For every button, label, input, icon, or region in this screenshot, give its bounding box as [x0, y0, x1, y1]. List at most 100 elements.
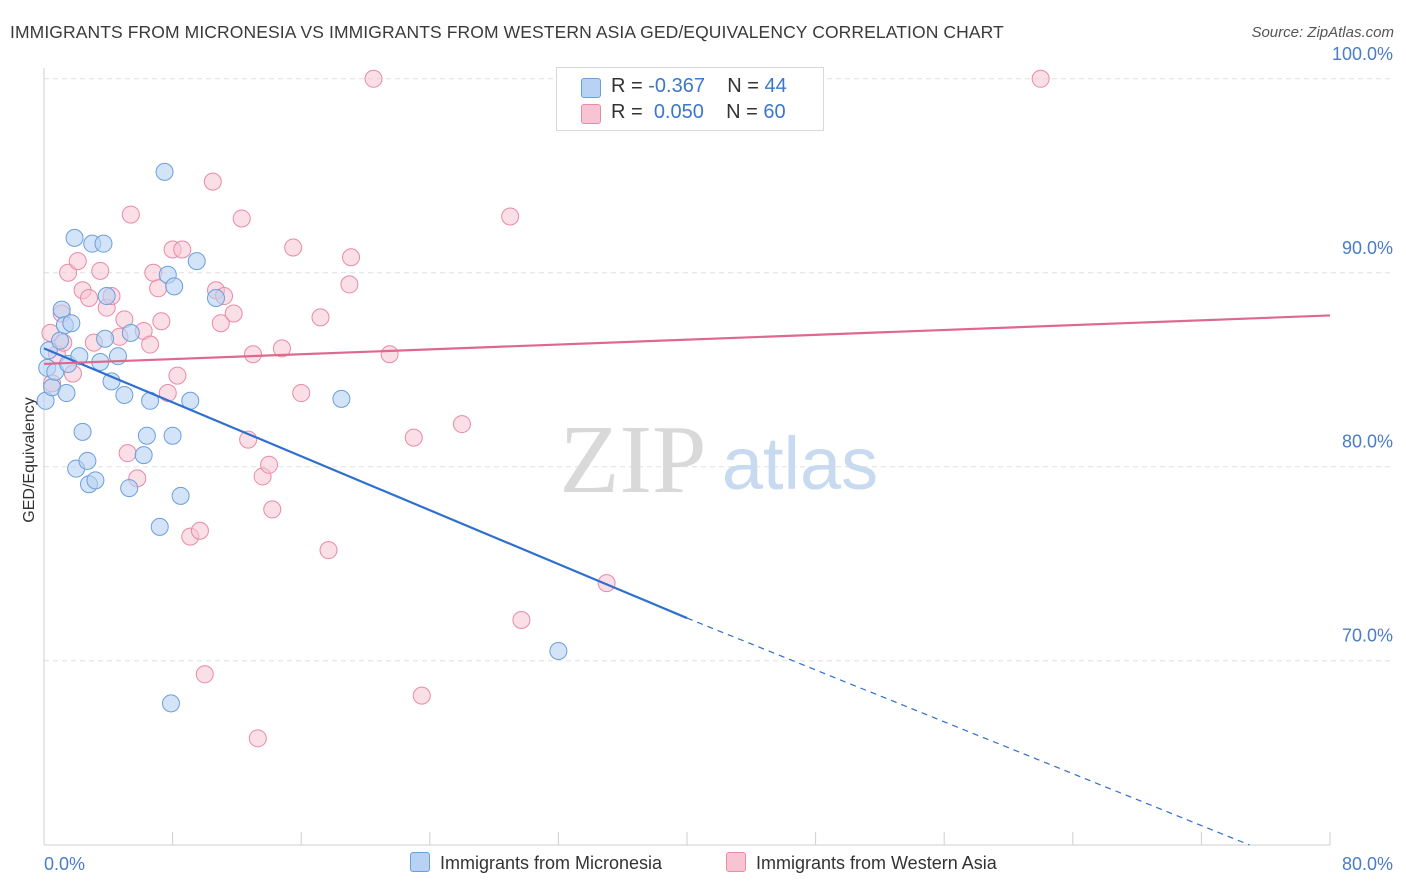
legend-swatch-pink [581, 104, 601, 124]
micronesia-point [163, 426, 182, 445]
legend-swatch-blue [581, 78, 601, 98]
western-asia-point [195, 665, 214, 684]
micronesia-point [65, 228, 84, 247]
western-asia-point [158, 384, 177, 403]
series-legend-micronesia: Immigrants from Micronesia [410, 852, 662, 874]
western-asia-point [404, 428, 423, 447]
western-asia-point [597, 574, 616, 593]
western-asia-point [168, 366, 187, 385]
western-asia-point [452, 415, 471, 434]
western-asia-point [59, 263, 78, 282]
grid-lines [44, 78, 1390, 662]
western-asia-point [284, 238, 303, 257]
western-asia-point [311, 308, 330, 327]
y-tick-labels: 70.0% 80.0% 90.0% 100.0% [1332, 44, 1393, 646]
series-name-micronesia: Immigrants from Micronesia [440, 853, 663, 873]
western-asia-point [190, 521, 209, 540]
legend-r-label: R = [611, 75, 643, 97]
western-asia-point [364, 69, 383, 88]
micronesia-point [96, 329, 115, 348]
micronesia-trend-line [43, 347, 688, 620]
micronesia-trend-extension [686, 617, 1250, 846]
x-tick-label: 80.0% [1342, 854, 1393, 874]
micronesia-point [120, 479, 139, 498]
series-swatch-blue [410, 852, 430, 872]
western-asia-point [243, 345, 262, 364]
western-asia-point [224, 304, 243, 323]
y-tick-label: 70.0% [1342, 626, 1393, 646]
western-asia-point [412, 686, 431, 705]
x-tick-labels: 0.0% 80.0% [44, 854, 1393, 874]
micronesia-point [171, 486, 190, 505]
y-tick-label: 90.0% [1342, 238, 1393, 258]
micronesia-point [57, 384, 76, 403]
trend-lines [43, 314, 1331, 846]
micronesia-point [332, 389, 351, 408]
source-label: Source: ZipAtlas.com [1251, 24, 1394, 41]
western-asia-point [121, 205, 140, 224]
micronesia-point [73, 422, 92, 441]
micronesia-point [161, 694, 180, 713]
western-asia-point [272, 339, 291, 358]
legend-n-label: N = [727, 75, 759, 97]
western-asia-point [141, 335, 160, 354]
x-tick-label: 0.0% [44, 854, 85, 874]
western-asia-trend-line [43, 314, 1331, 366]
western-asia-point [68, 252, 87, 271]
watermark: ZIP atlas [560, 406, 879, 514]
western-asia-point [512, 610, 531, 629]
western-asia-point [263, 500, 282, 519]
micronesia-point [549, 642, 568, 661]
legend-n-value: 44 [764, 75, 787, 97]
micronesia-point [121, 323, 140, 342]
legend-n-label: N = [726, 101, 758, 123]
western-asia-point [260, 455, 279, 474]
western-asia-point [248, 729, 267, 748]
series-name-western-asia: Immigrants from Western Asia [756, 853, 997, 873]
micronesia-point [86, 471, 105, 490]
chart-title: IMMIGRANTS FROM MICRONESIA VS IMMIGRANTS… [10, 22, 1004, 42]
western-asia-point [340, 275, 359, 294]
micronesia-point [134, 446, 153, 465]
western-asia-point [1031, 69, 1050, 88]
western-asia-point [232, 209, 251, 228]
y-tick-label: 80.0% [1342, 432, 1393, 452]
micronesia-point [115, 385, 134, 404]
western-asia-point [319, 541, 338, 560]
western-asia-point [380, 345, 399, 364]
western-asia-point [203, 172, 222, 191]
correlation-legend: R = -0.367 N = 44 R = 0.050 N = 60 [556, 67, 824, 131]
western-asia-point [118, 444, 137, 463]
western-asia-point [80, 288, 99, 307]
legend-r-label: R = [611, 101, 643, 123]
series-micronesia-points [36, 69, 729, 713]
micronesia-point [137, 426, 156, 445]
legend-r-value: -0.367 [648, 75, 705, 97]
western-asia-point [501, 207, 520, 226]
western-asia-point [342, 248, 361, 267]
micronesia-point [102, 372, 121, 391]
watermark-atlas: atlas [722, 422, 878, 505]
micronesia-point [187, 252, 206, 271]
legend-r-value: 0.050 [653, 101, 704, 123]
micronesia-point [51, 331, 70, 350]
western-asia-point [292, 384, 311, 403]
micronesia-point [94, 234, 113, 253]
watermark-zip: ZIP [560, 406, 707, 514]
legend-n-value: 60 [763, 101, 786, 123]
western-asia-point [211, 314, 230, 333]
micronesia-point [97, 287, 116, 306]
micronesia-point [155, 162, 174, 181]
western-asia-point [91, 261, 110, 280]
micronesia-point [207, 288, 226, 307]
series-legend-western-asia: Immigrants from Western Asia [726, 852, 997, 874]
micronesia-point [150, 517, 169, 536]
western-asia-point [152, 312, 171, 331]
micronesia-point [78, 451, 97, 470]
axes [43, 68, 1331, 846]
micronesia-point [165, 277, 184, 296]
micronesia-point [62, 314, 81, 333]
y-tick-label: 100.0% [1332, 44, 1393, 64]
western-asia-point [173, 240, 192, 259]
